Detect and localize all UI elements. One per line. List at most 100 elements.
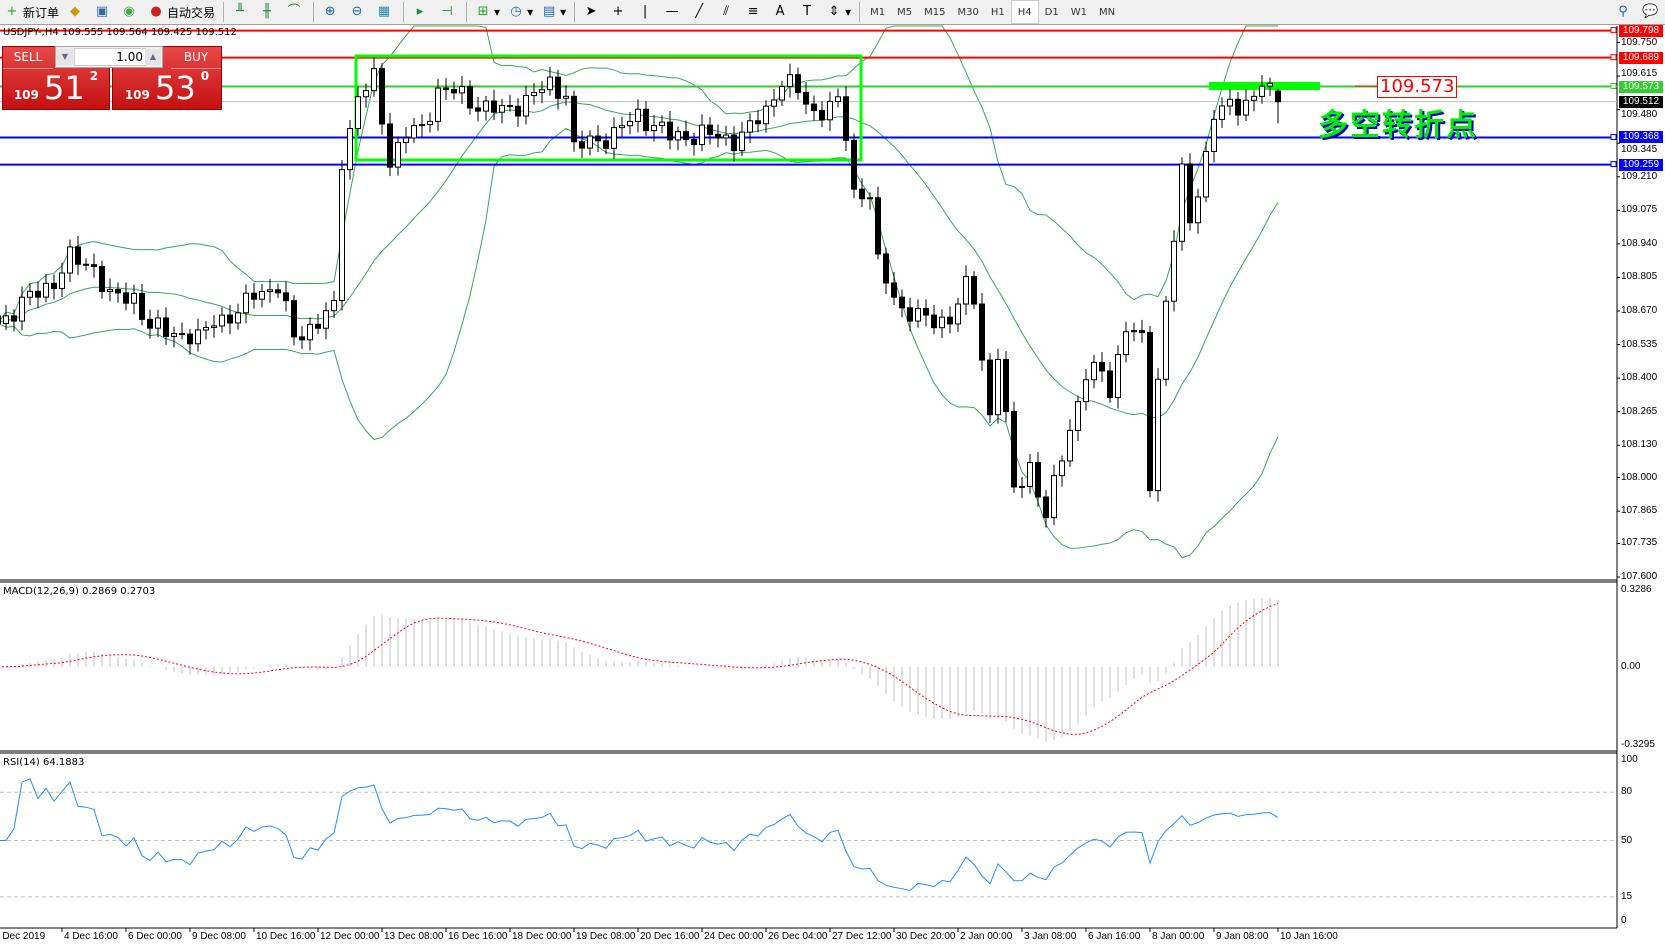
separator	[403, 2, 405, 22]
chart-shift-button[interactable]: ⊣	[435, 1, 462, 23]
bearish-candle	[971, 276, 977, 305]
bearish-candle	[83, 263, 89, 266]
lot-size-input[interactable]	[74, 48, 146, 66]
bearish-candle	[987, 359, 993, 416]
bullish-candle	[915, 307, 921, 322]
new-order-button[interactable]: + 新订单	[0, 1, 63, 23]
bearish-candle	[11, 315, 17, 322]
equidistant-channel-button[interactable]: ⫽	[714, 1, 741, 23]
candlestick-button[interactable]: ╫	[255, 1, 282, 23]
periods-button[interactable]: ◷ ▾	[504, 1, 537, 23]
timeframe-m30[interactable]: M30	[957, 6, 979, 18]
line-handle[interactable]	[1610, 161, 1617, 168]
lot-increase-button[interactable]: ▲	[145, 49, 161, 65]
line-handle[interactable]	[1610, 83, 1617, 90]
autoscroll-button[interactable]: ▸	[408, 1, 435, 23]
arrows-button[interactable]: ⇕ ▾	[822, 1, 855, 23]
line-handle[interactable]	[1610, 54, 1617, 61]
date-tick-label: 6 Dec 00:00	[128, 931, 182, 942]
timeframe-m5[interactable]: M5	[897, 6, 913, 18]
auto-trading-button[interactable]: ● 自动交易	[144, 1, 219, 23]
separator	[574, 2, 576, 22]
timeframe-w1[interactable]: W1	[1070, 6, 1087, 18]
chart-area[interactable]	[0, 25, 1665, 945]
timeframe-h4[interactable]: H4	[1010, 0, 1039, 24]
trendline-button[interactable]: ╱	[687, 1, 714, 23]
zoom-out-button[interactable]: ⊖	[345, 1, 372, 23]
macd-tick-label: 0.00	[1621, 661, 1641, 672]
level-price-label: 109.689	[1619, 52, 1663, 64]
terminal-button[interactable]: ▣	[90, 1, 117, 23]
bearish-candle	[0, 315, 1, 324]
timeframe-mn[interactable]: MN	[1098, 6, 1116, 18]
lot-size-stepper[interactable]: ▼ ▲	[55, 46, 163, 68]
text-label-button[interactable]: T	[795, 1, 822, 23]
bearish-candle	[299, 336, 305, 341]
date-tick-label: 30 Dec 20:00	[896, 931, 956, 942]
bullish-candle	[723, 134, 729, 139]
timeframe-m15[interactable]: M15	[924, 6, 946, 18]
annotation-text[interactable]: 多空转折点	[1318, 108, 1478, 143]
bearish-candle	[1043, 496, 1049, 519]
bullish-candle	[531, 92, 537, 97]
timeframe-d1[interactable]: D1	[1044, 6, 1059, 18]
bearish-candle	[715, 133, 721, 139]
macd-signal-line	[0, 603, 1279, 735]
timeframe-h1[interactable]: H1	[990, 6, 1005, 18]
price-tick-label: 107.600	[1621, 571, 1658, 582]
bearish-candle	[1099, 361, 1105, 372]
lot-decrease-button[interactable]: ▼	[57, 49, 73, 65]
line-chart-icon: ⌒	[287, 4, 301, 19]
bullish-candle	[771, 99, 777, 107]
horizontal-line-button[interactable]: —	[660, 1, 687, 23]
bullish-candle	[107, 289, 113, 292]
bearish-candle	[1235, 98, 1241, 116]
macd-tick-label: 0.3286	[1621, 584, 1652, 595]
vertical-line-icon: |	[642, 4, 648, 19]
price-tick-label: 108.670	[1621, 305, 1658, 316]
timeframe-m1[interactable]: M1	[870, 6, 886, 18]
bullish-candle	[779, 86, 785, 101]
templates-button[interactable]: ▤ ▾	[542, 4, 567, 19]
chat-button[interactable]: 💬	[1638, 1, 1665, 23]
fibonacci-button[interactable]: ≡	[741, 1, 768, 23]
bar-chart-button[interactable]: ╨	[228, 1, 255, 23]
bearish-candle	[1275, 90, 1281, 103]
indicators-button[interactable]: ⊞ ▾	[471, 1, 504, 23]
bearish-candle	[803, 91, 809, 105]
history-button[interactable]: ◆	[63, 1, 90, 23]
bearish-candle	[1035, 462, 1041, 498]
search-icon: ⚲	[1618, 4, 1628, 19]
vertical-line-button[interactable]: |	[633, 1, 660, 23]
symbol-info: USDJPY-,H4 109.555 109.564 109.425 109.5…	[3, 27, 237, 38]
bullish-candle	[1027, 462, 1033, 487]
cursor-button[interactable]: ➤	[579, 1, 606, 23]
bearish-candle	[227, 314, 233, 324]
bullish-candle	[259, 291, 265, 300]
line-handle[interactable]	[1610, 27, 1617, 34]
line-chart-button[interactable]: ⌒	[282, 1, 309, 23]
bullish-candle	[347, 128, 353, 171]
crosshair-button[interactable]: +	[606, 1, 633, 23]
price-tick-label: 108.000	[1621, 472, 1658, 483]
tile-windows-button[interactable]: ▦	[372, 1, 399, 23]
rsi-tick-label: 15	[1621, 891, 1633, 902]
bullish-candle	[835, 96, 841, 102]
bullish-candle	[675, 131, 681, 141]
bullish-candle	[403, 137, 409, 143]
line-handle[interactable]	[1610, 133, 1617, 140]
bearish-candle	[707, 124, 713, 135]
price-tick-label: 108.265	[1621, 406, 1658, 417]
buy-fraction: 0	[200, 69, 210, 83]
bearish-candle	[1139, 330, 1145, 334]
bullish-candle	[363, 90, 369, 98]
bullish-candle	[339, 169, 345, 302]
text-button[interactable]: A	[768, 1, 795, 23]
bullish-candle	[483, 100, 489, 112]
search-button[interactable]: ⚲	[1611, 1, 1638, 23]
bullish-candle	[211, 325, 217, 328]
annotation-price-label[interactable]: 109.573	[1377, 76, 1458, 98]
zoom-in-button[interactable]: ⊕	[318, 1, 345, 23]
bullish-candle	[611, 127, 617, 149]
signals-button[interactable]: ◉	[117, 1, 144, 23]
